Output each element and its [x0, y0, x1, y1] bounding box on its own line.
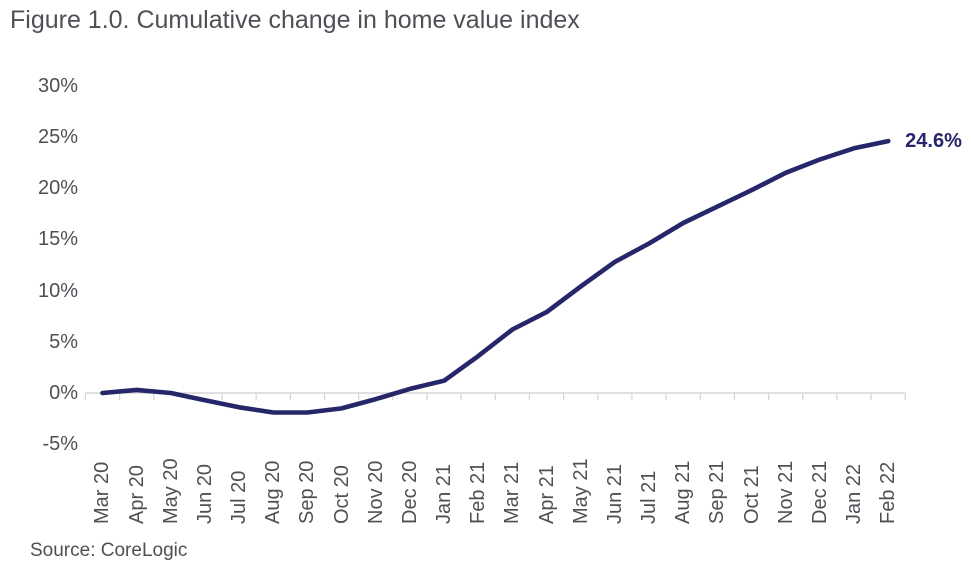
- y-axis-tick-label: 25%: [37, 126, 78, 148]
- x-axis-tick-label: Nov 21: [774, 460, 797, 524]
- source-note: Source: CoreLogic: [30, 540, 188, 561]
- y-axis-tick-label: 5%: [49, 330, 78, 353]
- x-axis-tick-label: Jun 21: [603, 463, 626, 524]
- series-end-value-label: 24.6%: [905, 130, 962, 153]
- x-axis-tick-label: Feb 21: [467, 461, 490, 524]
- x-axis-tick-label: Sep 20: [296, 460, 319, 524]
- x-axis-tick-label: Jan 21: [433, 463, 456, 524]
- x-axis-tick-label: Jan 22: [843, 463, 865, 524]
- y-axis-tick-label: 10%: [37, 279, 78, 302]
- x-axis-tick-label: Apr 21: [535, 465, 558, 524]
- x-axis-tick-label: Feb 22: [877, 461, 900, 524]
- x-axis-tick-label: Mar 21: [501, 461, 524, 524]
- x-axis-tick-label: Nov 20: [364, 460, 387, 524]
- x-axis-tick-label: Aug 20: [262, 460, 285, 524]
- x-axis-tick-label: Jun 20: [193, 463, 216, 524]
- x-axis-tick-label: Jul 20: [228, 470, 251, 524]
- y-axis-tick-label: 20%: [37, 177, 78, 200]
- chart-title: Figure 1.0. Cumulative change in home va…: [10, 6, 580, 34]
- x-axis-tick-label: Mar 20: [91, 461, 114, 524]
- x-axis-tick-label: Sep 21: [706, 460, 729, 524]
- x-axis-tick-label: Jul 21: [638, 470, 661, 524]
- x-axis-tick-label: Dec 21: [808, 460, 831, 524]
- y-axis-tick-label: 30%: [37, 74, 78, 97]
- x-axis-tick-label: Oct 20: [330, 465, 353, 524]
- x-axis-tick-label: Oct 21: [740, 465, 763, 524]
- x-axis-tick-label: Dec 20: [398, 460, 421, 524]
- y-axis-tick-label: -5%: [42, 433, 78, 456]
- y-axis-tick-label: 15%: [37, 228, 78, 251]
- x-axis-tick-label: Apr 20: [125, 465, 148, 524]
- y-axis-tick-label: 0%: [49, 382, 78, 404]
- x-axis-tick-label: May 21: [569, 458, 592, 524]
- x-axis-tick-label: Aug 21: [672, 460, 695, 524]
- home-value-index-line: [100, 138, 891, 415]
- x-axis-tick-label: May 20: [159, 458, 182, 524]
